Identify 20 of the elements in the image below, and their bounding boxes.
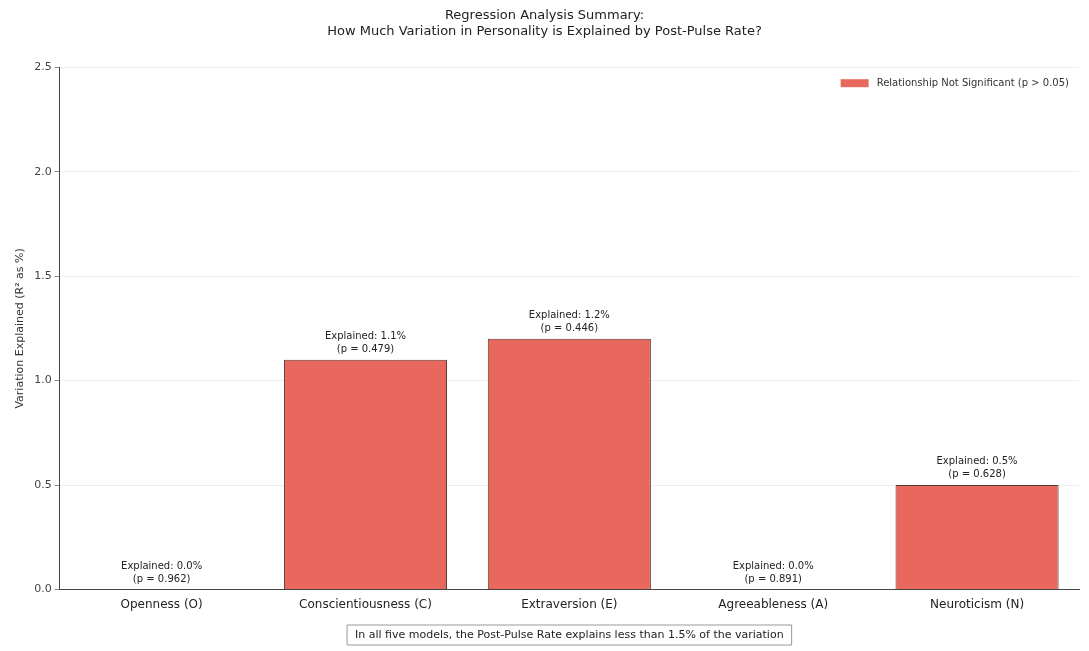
- y-tick-label: 0.5: [34, 477, 52, 491]
- y-tick-label: 1.0: [34, 373, 52, 387]
- legend-label: Relationship Not Significant (p > 0.05): [876, 76, 1070, 88]
- data-label: Explained: 1.2% (p = 0.446): [528, 308, 610, 333]
- x-tick-label: Neuroticism (N): [930, 596, 1025, 611]
- y-tick-label: 2.5: [34, 60, 52, 74]
- chart-title: Regression Analysis Summary: How Much Variation in Personality is Explained by Post-Pulse Rate?: [327, 7, 762, 38]
- text: In all five models, the Post-Pulse Rate explains less than 1.5% of the variation: [355, 627, 784, 641]
- data-label: Explained: 0.5% (p = 0.628): [936, 455, 1018, 480]
- y-tick-label: 0.0: [34, 582, 52, 596]
- y-tick-label: 1.5: [34, 269, 52, 283]
- data-label: Explained: 0.0% (p = 0.891): [732, 559, 814, 584]
- data-label: Explained: 1.1% (p = 0.479): [324, 329, 407, 354]
- x-tick-label: Extraversion (E): [521, 596, 618, 611]
- x-tick-label: Conscientiousness (C): [299, 596, 432, 611]
- data-label: Explained: 0.0% (p = 0.962): [121, 559, 203, 584]
- y-tick-label: 2.0: [34, 164, 52, 178]
- x-tick-label: Openness (O): [120, 596, 203, 611]
- y-axis-title: Variation Explained (R² as %): [13, 248, 27, 409]
- x-tick-label: Agreeableness (A): [718, 596, 829, 611]
